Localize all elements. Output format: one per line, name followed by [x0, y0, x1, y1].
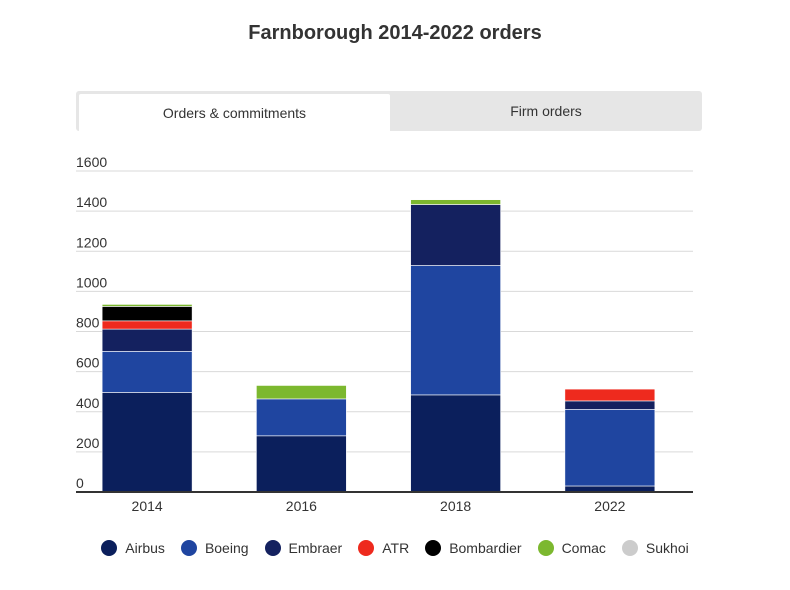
legend-swatch: [621, 540, 638, 556]
legend-item[interactable]: Embraer: [264, 540, 343, 556]
chart-legend: Airbus Boeing Embraer ATR Bombardier Comac Suk…: [0, 540, 790, 556]
bar-segment: [410, 394, 501, 493]
legend-item[interactable]: Bombardier: [425, 540, 522, 556]
legend-label: Comac: [561, 540, 606, 556]
legend-swatch: [101, 540, 118, 556]
bar-segment: [101, 306, 193, 322]
bar-segment: [101, 351, 193, 393]
y-tick-label: 1200: [76, 234, 107, 250]
legend-item[interactable]: ATR: [358, 540, 409, 556]
legend-label: Bombardier: [449, 540, 522, 556]
y-tick-label: 1000: [76, 274, 107, 290]
legend-label: Embraer: [288, 540, 343, 556]
y-tick-label: 1400: [76, 194, 107, 210]
tab-firm-orders[interactable]: Firm orders: [510, 103, 582, 119]
y-tick-label: 600: [76, 355, 100, 371]
tab-orders-commitments[interactable]: Orders & commitments: [79, 94, 390, 131]
y-tick-label: 1600: [76, 154, 107, 170]
legend-label: Sukhoi: [645, 540, 689, 556]
bar-segment: [410, 199, 501, 205]
bar-segment: [101, 392, 193, 493]
legend-label: ATR: [382, 540, 410, 556]
bar-segment: [101, 304, 193, 307]
tab-bar: Orders & commitments Firm orders: [76, 91, 702, 131]
y-tick-label: 400: [76, 395, 100, 411]
legend-swatch: [537, 540, 554, 556]
x-tick-label: 2018: [440, 498, 471, 514]
y-tick-label: 800: [76, 315, 100, 331]
x-tick-label: 2014: [132, 498, 163, 514]
bar-segment: [256, 385, 347, 400]
x-tick-label: 2022: [594, 498, 625, 514]
chart-title: Farnborough 2014-2022 orders: [248, 22, 542, 44]
legend-item[interactable]: Boeing: [180, 540, 249, 556]
bar-segment: [564, 409, 656, 487]
bar-segment: [256, 398, 347, 437]
legend-swatch: [425, 540, 442, 556]
bar-segment: [410, 204, 501, 266]
y-tick-label: 200: [76, 435, 100, 451]
legend-label: Airbus: [125, 540, 165, 556]
legend-label: Boeing: [204, 540, 249, 556]
legend-item[interactable]: Comac: [537, 540, 606, 556]
legend-swatch: [264, 540, 281, 556]
legend-item[interactable]: Sukhoi: [621, 540, 689, 556]
legend-item[interactable]: Airbus: [101, 540, 165, 556]
bar-segment: [564, 400, 656, 410]
legend-swatch: [358, 540, 375, 556]
legend-swatch: [180, 540, 197, 556]
bar-segment: [564, 388, 656, 402]
x-tick-label: 2016: [286, 498, 317, 514]
bar-segment: [101, 320, 193, 330]
bar-segment: [101, 328, 193, 352]
y-tick-label: 0: [76, 475, 84, 491]
bar-segment: [410, 265, 501, 396]
bar-segment: [256, 435, 347, 493]
